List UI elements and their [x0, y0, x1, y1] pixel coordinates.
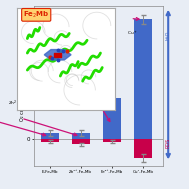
Bar — [103, 98, 121, 139]
Polygon shape — [44, 50, 71, 60]
Bar — [134, 19, 152, 139]
Text: Cu$^+$: Cu$^+$ — [127, 29, 137, 37]
Text: H₂O: H₂O — [166, 30, 171, 40]
Bar — [103, 139, 121, 142]
Bar — [41, 133, 59, 139]
Y-axis label: O₂ consumption rate (μMs⁻¹): O₂ consumption rate (μMs⁻¹) — [20, 51, 25, 121]
Text: Fe$_2$Mb: Fe$_2$Mb — [23, 10, 50, 20]
Bar — [72, 133, 90, 139]
Bar — [72, 139, 90, 144]
Bar — [134, 139, 152, 158]
Text: Zn$^{2+}$: Zn$^{2+}$ — [8, 99, 21, 108]
Text: Fe$^n$: Fe$^n$ — [91, 84, 100, 92]
Bar — [41, 139, 59, 142]
Text: ROS: ROS — [166, 137, 171, 148]
